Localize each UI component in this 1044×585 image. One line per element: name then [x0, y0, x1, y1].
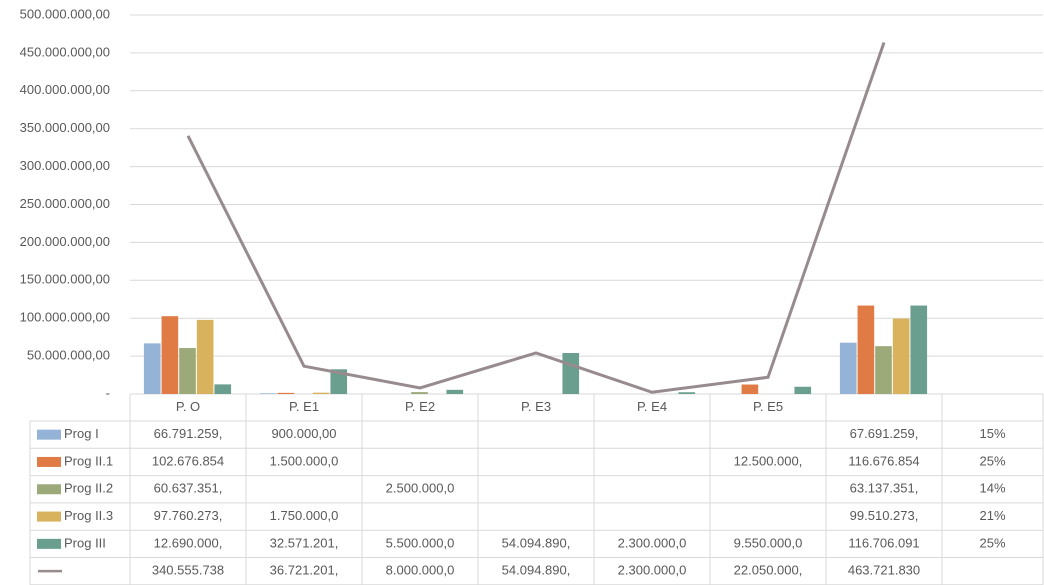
table-cell: 2.300.000,0 — [618, 535, 687, 550]
table-cell: 22.050.000, — [734, 563, 803, 578]
y-tick-label: 450.000.000,00 — [20, 44, 110, 59]
y-tick-label: 100.000.000,00 — [20, 310, 110, 325]
table-cell: 900.000,00 — [271, 426, 336, 441]
table-cell: 116.676.854 — [848, 453, 919, 468]
x-tick-label: P. O — [176, 399, 200, 414]
bar — [259, 393, 277, 394]
bar — [161, 316, 179, 394]
legend-swatch — [37, 429, 61, 440]
table-cell: 1.750.000,0 — [270, 508, 339, 523]
x-tick-label: P. E5 — [753, 399, 783, 414]
bar — [411, 392, 428, 394]
bar — [678, 392, 696, 394]
legend-label: Prog III — [64, 535, 106, 550]
x-tick-label: P. E4 — [637, 399, 667, 414]
bar — [875, 346, 892, 394]
bar — [446, 389, 464, 394]
table-cell: 67.691.259, — [850, 426, 919, 441]
y-tick-label: 500.000.000,00 — [20, 6, 110, 21]
x-tick-label: P. E1 — [289, 399, 319, 414]
legend-swatch — [37, 456, 61, 467]
legend-label: Prog II.1 — [64, 453, 113, 468]
y-tick-label: 200.000.000,00 — [20, 234, 110, 249]
bar — [839, 342, 857, 394]
table-cell: 1.500.000,0 — [270, 453, 339, 468]
bar — [741, 384, 759, 394]
line — [186, 42, 886, 394]
share-cell: 14% — [979, 481, 1005, 496]
x-tick-label: P. E2 — [405, 399, 435, 414]
table-cell: 2.500.000,0 — [386, 481, 455, 496]
table-cell: 66.791.259, — [154, 426, 223, 441]
share-cell: 25% — [979, 535, 1005, 550]
share-cell: 15% — [979, 426, 1005, 441]
table-cell: 5.500.000,0 — [386, 535, 455, 550]
bar — [312, 392, 330, 394]
bar — [562, 352, 580, 394]
legend-swatch — [37, 511, 61, 522]
y-tick-label: 150.000.000,00 — [20, 272, 110, 287]
bar — [179, 348, 196, 394]
y-tick-label: 50.000.000,00 — [27, 348, 110, 363]
bar — [196, 319, 214, 394]
table-cell: 340.555.738 — [152, 563, 224, 578]
table-cell: 54.094.890, — [502, 535, 571, 550]
table-cell: 463.721.830 — [848, 563, 920, 578]
bar — [214, 384, 232, 394]
y-tick-label: 350.000.000,00 — [20, 120, 110, 135]
table-cell: 2.300.000,0 — [618, 563, 687, 578]
share-cell: 25% — [979, 453, 1005, 468]
legend-label: Prog II.3 — [64, 508, 113, 523]
legend-swatch — [37, 538, 61, 549]
table-cell: 12.690.000, — [154, 535, 223, 550]
y-tick-label: 250.000.000,00 — [20, 196, 110, 211]
legend-swatch — [37, 484, 61, 495]
legend-label: Prog II.2 — [64, 481, 113, 496]
y-tick-label: 400.000.000,00 — [20, 82, 110, 97]
bar — [330, 369, 348, 394]
table-cell: 99.510.273, — [850, 508, 919, 523]
bar — [143, 343, 161, 394]
table-cell: 8.000.000,0 — [386, 563, 455, 578]
table-cell: 32.571.201, — [270, 535, 339, 550]
table-cell: 9.550.000,0 — [734, 535, 803, 550]
x-tick-label: P. E3 — [521, 399, 551, 414]
bar — [857, 305, 875, 394]
legend-label: Prog I — [64, 426, 99, 441]
table-cell: 60.637.351, — [154, 481, 223, 496]
table-cell: 54.094.890, — [502, 563, 571, 578]
y-tick-label: 300.000.000,00 — [20, 158, 110, 173]
table-cell: 36.721.201, — [270, 563, 339, 578]
table-cell: 12.500.000, — [734, 453, 803, 468]
table-cell: 116.706.091 — [848, 535, 919, 550]
bar — [910, 305, 928, 394]
table-cell: 63.137.351, — [850, 481, 919, 496]
table-cell: 102.676.854 — [152, 453, 224, 468]
table-cell: 97.760.273, — [154, 508, 223, 523]
bar — [277, 392, 295, 394]
share-cell: 21% — [979, 508, 1005, 523]
bar — [892, 318, 910, 394]
y-tick-label: - — [106, 385, 110, 400]
bar — [794, 386, 812, 394]
